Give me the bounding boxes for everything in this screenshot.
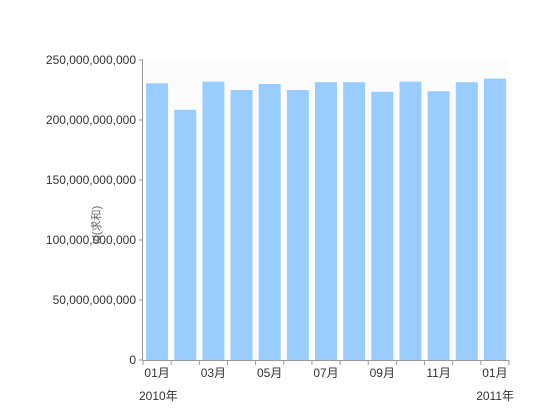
x-tick-label: 11月 [426,366,450,380]
y-axis-title: Id(求和) [90,206,103,245]
bar-2010-02[interactable] [174,109,197,360]
bar-2010-11[interactable] [427,91,450,360]
y-axis-ticks: 0 50,000,000,000 100,000,000,000 150,000,00… [46,53,143,367]
bar-2010-05[interactable] [258,84,281,360]
x-tick-label: 03月 [201,366,226,380]
y-tick-label: 200,000,000,000 [46,113,136,127]
x-tick-label: 09月 [370,366,395,380]
y-tick-label: 0 [129,353,136,367]
x-year-label: 2011年 [476,389,514,403]
bar-2011-01[interactable] [483,78,506,360]
bar-2010-08[interactable] [343,82,366,360]
bar-2010-12[interactable] [455,82,478,360]
bar-2010-10[interactable] [399,81,422,360]
x-tick-label: 05月 [257,366,282,380]
y-tick-label: 250,000,000,000 [46,53,136,67]
y-tick-label: 150,000,000,000 [46,173,136,187]
x-tick-label: 07月 [313,366,338,380]
bar-2010-07[interactable] [315,82,337,360]
x-year-label: 2010年 [139,389,178,403]
bar-2010-01[interactable] [146,83,169,361]
y-tick-label: 100,000,000,000 [46,233,136,247]
bar-2010-04[interactable] [230,90,253,360]
bar-2010-06[interactable] [286,90,309,360]
x-axis-ticks: 01月 03月 05月 07月 09月 11月 01月 2010年 2011年 [139,360,514,403]
x-tick-label: 01月 [482,366,507,380]
bar-2010-03[interactable] [202,81,225,360]
bar-series [146,78,506,361]
y-tick-label: 50,000,000,000 [53,293,137,307]
bar-2010-09[interactable] [371,91,394,361]
x-tick-label: 01月 [144,366,169,380]
